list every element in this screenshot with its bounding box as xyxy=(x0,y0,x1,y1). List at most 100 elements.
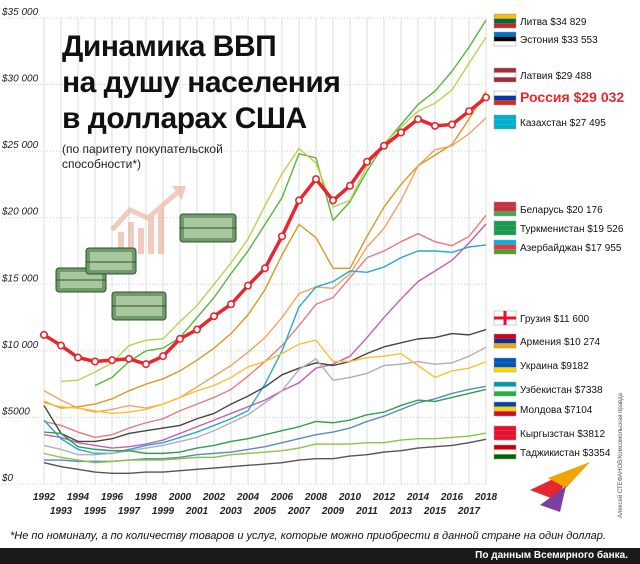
flag-stripe xyxy=(494,211,516,216)
series-Туркменистан xyxy=(43,223,487,449)
data-point xyxy=(56,341,65,350)
series-line xyxy=(43,223,487,449)
x-tick-label: 2000 xyxy=(168,492,192,503)
legend-label: Азербайджан $17 955 xyxy=(520,242,622,254)
x-tick-label: 1999 xyxy=(152,506,175,517)
x-tick-label: 1994 xyxy=(67,492,90,503)
legend-label: Казахстан $27 495 xyxy=(520,118,606,129)
legend-label: Эстония $33 553 xyxy=(520,35,598,46)
money-stack-1-icon xyxy=(55,267,107,293)
flag-stripe xyxy=(494,95,516,101)
flag-Россия-icon xyxy=(493,90,517,106)
x-tick-label: 2011 xyxy=(355,506,378,517)
series-line xyxy=(43,91,487,409)
x-tick-label: 1993 xyxy=(50,506,73,517)
flag-stripe xyxy=(494,221,516,226)
legend-item-Армения: Армения $10 274 xyxy=(493,333,601,349)
data-point xyxy=(176,334,185,343)
x-tick-label: 2016 xyxy=(440,492,464,503)
flag-Узбекистан-icon xyxy=(493,381,517,397)
data-point xyxy=(74,353,83,362)
x-tick-label: 2018 xyxy=(474,492,498,503)
legend-label: Литва $34 829 xyxy=(520,17,587,28)
flag-stripe xyxy=(494,454,516,459)
flag-stripe xyxy=(494,72,516,78)
legend-item-Туркменистан: Туркменистан $19 526 xyxy=(493,220,624,236)
series-Кыргызстан xyxy=(43,432,487,464)
x-tick-label: 2013 xyxy=(389,506,413,517)
x-tick-label: 2007 xyxy=(287,506,311,517)
x-tick-label: 2010 xyxy=(338,492,362,503)
legend-item-Эстония: Эстония $33 553 xyxy=(493,31,598,47)
flag-stripe xyxy=(494,411,516,416)
legend-item-Азербайджан: Азербайджан $17 955 xyxy=(493,239,622,255)
legend-item-Грузия: Грузия $11 600 xyxy=(493,310,590,326)
x-tick-label: 1992 xyxy=(33,492,56,503)
flag-stripe xyxy=(494,343,516,348)
money-stack-4-icon xyxy=(111,291,167,321)
flag-stripe xyxy=(494,91,516,96)
x-tick-label: 1995 xyxy=(84,506,107,517)
series-Армения xyxy=(43,346,487,456)
legend-item-Украина: Украина $9182 xyxy=(493,357,589,373)
flag-Туркменистан-icon xyxy=(493,220,517,236)
flag-stripe xyxy=(494,426,516,431)
flag-stripe xyxy=(494,206,516,212)
x-tick-label: 2012 xyxy=(372,492,396,503)
data-point xyxy=(159,352,168,361)
flag-stripe xyxy=(494,249,516,254)
y-tick-label: $5000 xyxy=(1,406,30,417)
photo-credit: Алексей СТЕФАНОВ/Комсомольская правда xyxy=(617,392,624,518)
series-Таджикистан xyxy=(43,438,487,475)
flag-stripe xyxy=(494,367,516,372)
flag-stripe xyxy=(494,430,516,436)
series-line xyxy=(43,328,487,443)
flag-stripe xyxy=(494,68,516,73)
legend-label: Латвия $29 488 xyxy=(520,71,592,82)
flag-stripe xyxy=(494,100,516,105)
flag-stripe xyxy=(494,358,516,363)
flag-Латвия-icon xyxy=(493,67,517,83)
x-tick-label: 1997 xyxy=(118,506,141,517)
flag-Казахстан-icon xyxy=(493,114,517,130)
flag-stripe xyxy=(494,406,516,412)
growth-chart-icon xyxy=(110,186,186,254)
x-tick-label: 2001 xyxy=(185,506,209,517)
y-tick-label: $25 000 xyxy=(1,140,39,151)
legend-label: Кыргызстан $3812 xyxy=(520,429,605,440)
flag-stripe xyxy=(494,244,516,250)
series-line xyxy=(43,438,487,475)
flag-stripe xyxy=(494,362,516,368)
legend-label: Туркменистан $19 526 xyxy=(520,224,624,235)
x-tick-label: 2003 xyxy=(219,506,243,517)
flag-stripe xyxy=(494,23,516,28)
data-point xyxy=(345,181,354,190)
series-line xyxy=(43,388,487,455)
data-point xyxy=(396,128,405,137)
flag-Армения-icon xyxy=(493,333,517,349)
y-tick-label: $15 000 xyxy=(1,273,39,284)
flag-stripe xyxy=(494,386,516,392)
money-stack-3-icon xyxy=(179,213,237,243)
series-line xyxy=(43,346,487,456)
series-Казахстан xyxy=(43,117,487,413)
x-tick-label: 2005 xyxy=(253,506,277,517)
data-point xyxy=(193,325,202,334)
y-tick-label: $10 000 xyxy=(1,340,39,351)
flag-stripe xyxy=(494,449,516,455)
flag-stripe xyxy=(494,119,516,125)
x-axis-ticks: 1992 1994 1996 1998 2000 2002 2004 2006 2008 2010… xyxy=(33,492,498,517)
series-Латвия xyxy=(43,91,487,409)
x-tick-label: 2009 xyxy=(321,506,345,517)
legend-item-Казахстан: Казахстан $27 495 xyxy=(493,114,606,130)
data-point xyxy=(413,115,422,124)
x-tick-label: 2015 xyxy=(423,506,447,517)
x-tick-label: 2006 xyxy=(270,492,294,503)
legend-item-Латвия: Латвия $29 488 xyxy=(493,67,592,83)
flag-stripe xyxy=(494,445,516,450)
series-Литва xyxy=(94,19,487,387)
series-Россия xyxy=(39,93,490,369)
data-point xyxy=(227,300,236,309)
flag-stripe xyxy=(494,14,516,19)
legend-item-Беларусь: Беларусь $20 176 xyxy=(493,201,603,217)
